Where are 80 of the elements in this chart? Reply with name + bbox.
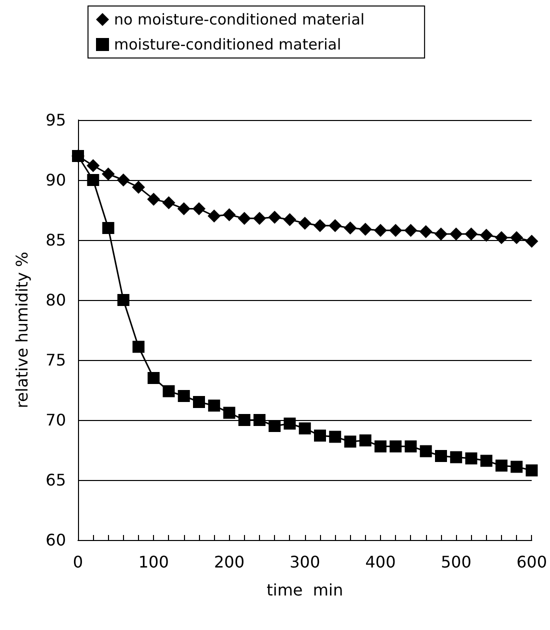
point	[238, 212, 251, 225]
point	[208, 400, 220, 412]
point	[148, 372, 160, 384]
x-tick-label: 200	[214, 552, 245, 572]
y-tick-label: 60	[46, 530, 66, 550]
point	[177, 202, 190, 216]
point	[344, 436, 356, 448]
point	[147, 192, 160, 206]
point	[389, 224, 402, 237]
point	[298, 422, 311, 434]
point	[86, 159, 100, 172]
point	[284, 418, 296, 430]
point	[178, 390, 190, 402]
point	[329, 430, 342, 443]
point	[390, 440, 402, 452]
point	[359, 434, 372, 446]
point	[102, 168, 115, 180]
y-tick-label: 85	[46, 230, 66, 250]
point	[314, 430, 326, 442]
point	[344, 222, 357, 234]
point	[450, 228, 463, 240]
point	[132, 180, 145, 194]
point	[450, 451, 462, 464]
point	[358, 222, 372, 236]
x-tick-label: 600	[516, 552, 548, 572]
point	[420, 445, 432, 458]
y-axis-title: relative humidity %	[12, 252, 32, 408]
point	[404, 224, 418, 237]
point	[510, 231, 524, 244]
point	[374, 224, 387, 237]
x-axis-title: time min	[266, 580, 344, 600]
point	[434, 450, 447, 462]
point	[494, 231, 508, 244]
point	[495, 460, 508, 472]
point	[102, 222, 114, 234]
y-tick-label: 75	[46, 350, 66, 370]
point	[132, 340, 144, 353]
x-tick-label: 500	[440, 552, 472, 572]
point	[192, 396, 205, 408]
point	[510, 460, 523, 473]
point	[252, 212, 266, 225]
x-tick-label: 0	[72, 552, 84, 572]
point	[434, 228, 448, 240]
y-tick-label: 95	[46, 110, 66, 130]
y-tick-label: 65	[46, 470, 66, 490]
legend-label: no moisture-conditioned material	[114, 10, 365, 28]
point	[480, 454, 492, 467]
x-tick-label: 100	[138, 552, 169, 572]
point	[298, 216, 312, 230]
x-tick-label: 300	[290, 552, 320, 572]
point	[72, 150, 84, 162]
point	[374, 440, 386, 452]
point	[222, 208, 236, 222]
point	[162, 196, 176, 210]
point	[283, 213, 296, 226]
point	[268, 210, 282, 224]
y-tick-label: 70	[46, 410, 66, 430]
point	[526, 464, 538, 476]
point	[464, 228, 478, 240]
point	[162, 385, 175, 398]
point	[328, 219, 342, 232]
point	[419, 225, 432, 238]
point	[404, 440, 417, 452]
point	[116, 174, 130, 186]
y-tick-label: 90	[46, 170, 66, 190]
point	[268, 420, 281, 432]
point	[525, 234, 538, 248]
point	[192, 202, 206, 216]
y-tick-label: 80	[46, 290, 66, 310]
legend-label: moisture-conditioned material	[114, 36, 342, 54]
point	[313, 219, 326, 232]
point	[253, 414, 266, 426]
point	[117, 294, 130, 306]
point	[87, 174, 100, 186]
point	[223, 406, 236, 419]
point	[480, 228, 493, 242]
point	[238, 414, 250, 426]
point	[465, 452, 478, 464]
point	[208, 210, 221, 222]
x-tick-label: 400	[365, 552, 396, 572]
